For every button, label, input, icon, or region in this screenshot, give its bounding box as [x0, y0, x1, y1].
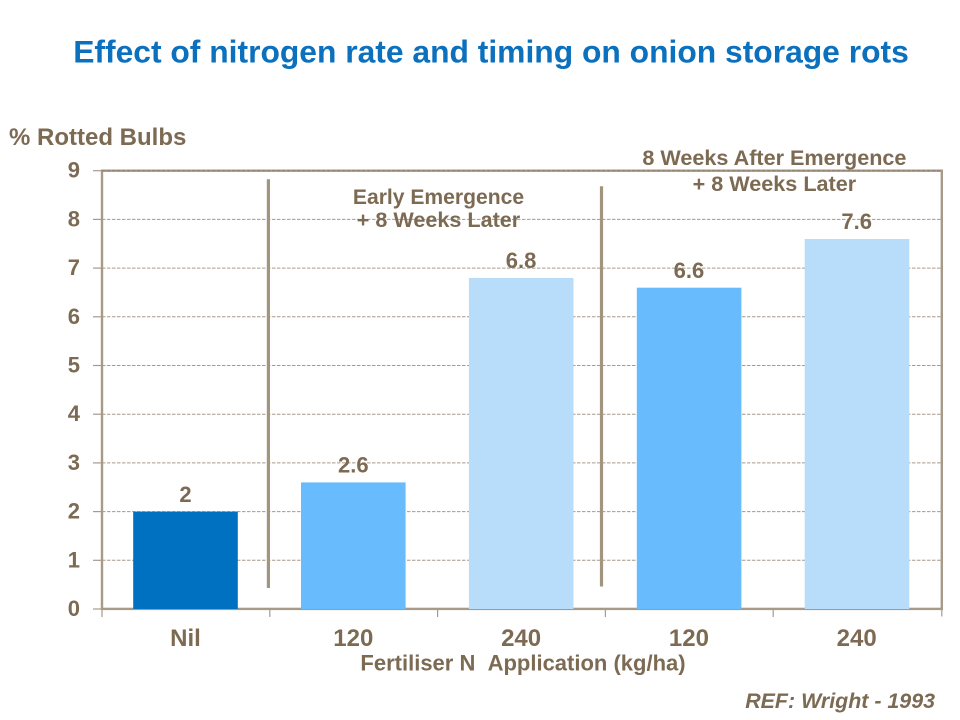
- svg-text:8 Weeks After Emergence: 8 Weeks After Emergence: [642, 145, 906, 170]
- svg-text:8: 8: [68, 206, 80, 231]
- svg-text:5: 5: [68, 353, 80, 378]
- svg-text:6.6: 6.6: [674, 258, 705, 283]
- svg-text:REF: Wright - 1993: REF: Wright - 1993: [745, 689, 935, 713]
- svg-text:6: 6: [68, 304, 80, 329]
- svg-text:Effect of nitrogen rate and ti: Effect of nitrogen rate and timing on on…: [73, 34, 909, 70]
- svg-text:% Rotted Bulbs: % Rotted Bulbs: [9, 124, 186, 151]
- svg-text:3: 3: [68, 450, 80, 475]
- svg-text:Fertiliser N Application (kg/: Fertiliser N Application (kg/ha): [360, 651, 685, 676]
- svg-text:120: 120: [669, 625, 709, 652]
- svg-text:240: 240: [501, 625, 541, 652]
- svg-text:2.6: 2.6: [338, 453, 369, 478]
- svg-text:Early Emergence: Early Emergence: [353, 186, 524, 209]
- svg-text:+ 8 Weeks Later: + 8 Weeks Later: [357, 207, 521, 232]
- svg-text:0: 0: [68, 596, 80, 621]
- svg-text:240: 240: [837, 625, 877, 652]
- svg-text:120: 120: [333, 625, 373, 652]
- svg-text:9: 9: [68, 158, 80, 183]
- svg-text:2: 2: [68, 499, 80, 524]
- svg-text:6.8: 6.8: [506, 248, 537, 273]
- svg-text:1: 1: [68, 547, 80, 572]
- svg-text:2: 2: [179, 482, 191, 507]
- svg-text:Nil: Nil: [170, 625, 201, 652]
- svg-text:4: 4: [68, 401, 81, 426]
- svg-text:7: 7: [68, 255, 80, 280]
- svg-text:7.6: 7.6: [841, 209, 872, 234]
- svg-text:+ 8 Weeks Later: + 8 Weeks Later: [693, 171, 857, 196]
